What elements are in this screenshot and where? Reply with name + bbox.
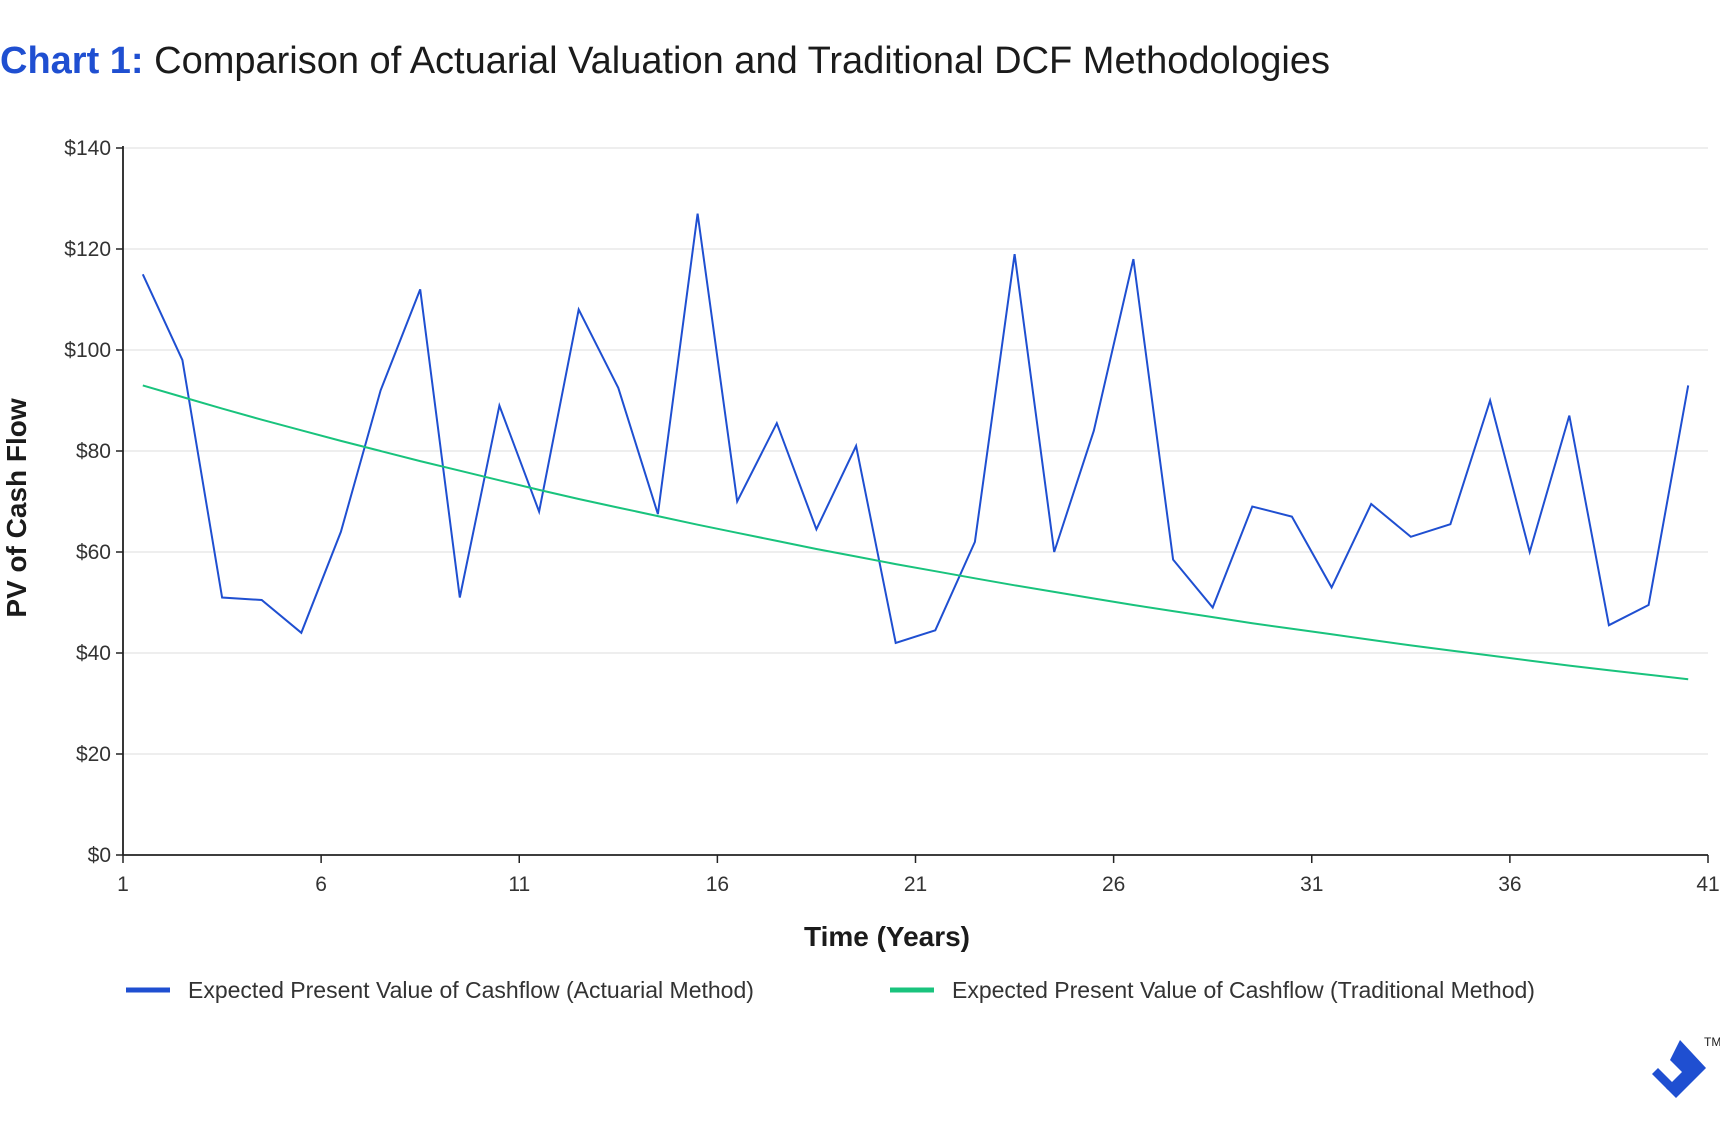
legend-label-actuarial: Expected Present Value of Cashflow (Actu… <box>188 977 754 1003</box>
logo-shape <box>1666 1040 1706 1098</box>
chart-title-text: Comparison of Actuarial Valuation and Tr… <box>154 40 1330 82</box>
chart-title: Chart 1: Comparison of Actuarial Valuati… <box>0 40 1330 82</box>
toptal-logo-icon: TM <box>1652 1035 1720 1098</box>
x-tick-label: 41 <box>1696 873 1719 896</box>
x-tick-label: 26 <box>1102 873 1125 896</box>
x-tick-label: 11 <box>508 873 530 896</box>
logo-trademark: TM <box>1704 1035 1720 1049</box>
x-tick-label: 31 <box>1300 873 1323 896</box>
logo-shape-inner <box>1652 1068 1674 1090</box>
x-tick-label: 21 <box>904 873 927 896</box>
y-tick-label: $40 <box>76 642 111 665</box>
gridlines <box>123 147 1708 755</box>
y-tick-label: $140 <box>64 137 111 160</box>
legend: Expected Present Value of Cashflow (Actu… <box>126 977 1535 1003</box>
y-tick-label: $20 <box>76 743 111 766</box>
x-tick-label: 1 <box>117 873 129 896</box>
chart-title-prefix: Chart 1: <box>0 40 144 82</box>
y-axis-title: PV of Cash Flow <box>1 398 32 618</box>
x-tick-label: 6 <box>315 873 327 896</box>
y-tick-label: $80 <box>76 440 111 463</box>
legend-label-traditional: Expected Present Value of Cashflow (Trad… <box>952 977 1535 1003</box>
x-axis-title: Time (Years) <box>804 921 970 952</box>
x-tick-label: 16 <box>706 873 729 896</box>
y-tick-label: $60 <box>76 541 111 564</box>
y-tick-label: $0 <box>88 844 111 867</box>
series-line-traditional <box>142 384 1689 681</box>
plot-area <box>141 213 1690 681</box>
y-tick-label: $100 <box>64 339 111 362</box>
series-line-actuarial <box>141 213 1690 645</box>
y-tick-label: $120 <box>64 238 111 261</box>
x-tick-label: 36 <box>1498 873 1521 896</box>
